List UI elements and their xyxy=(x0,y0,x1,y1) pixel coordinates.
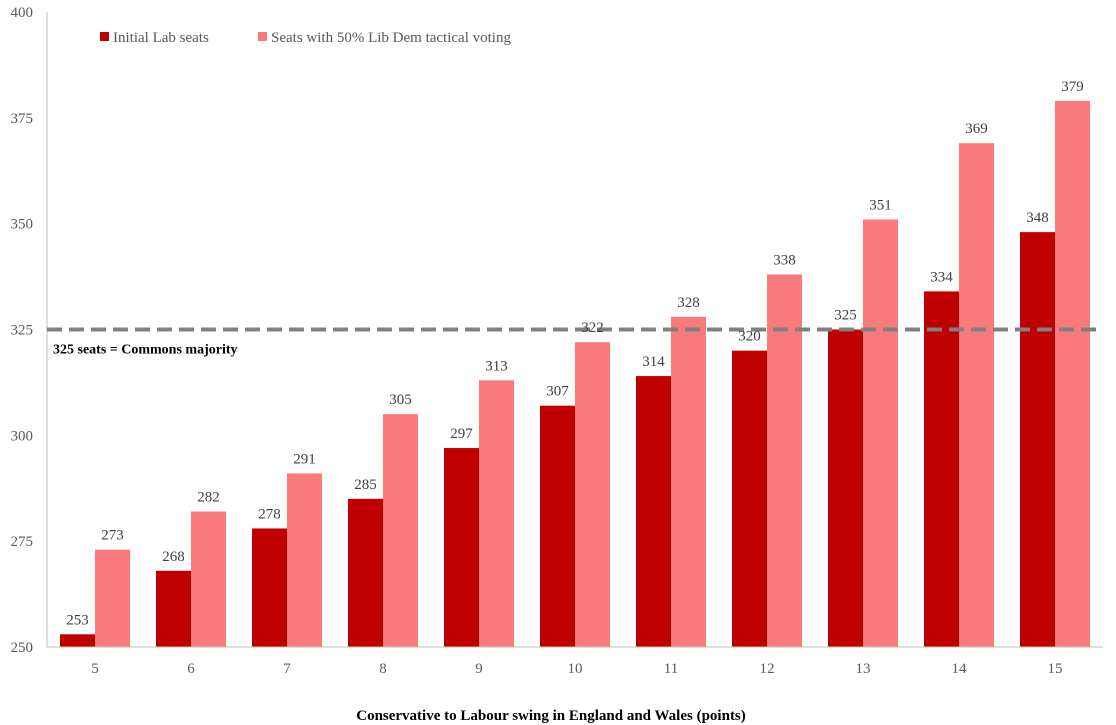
data-label: 307 xyxy=(546,384,569,400)
x-tick-label: 11 xyxy=(664,661,678,677)
data-label: 348 xyxy=(1026,210,1049,226)
bar-initial xyxy=(924,291,959,647)
bar-tactical xyxy=(959,143,994,647)
x-tick-label: 12 xyxy=(760,661,775,677)
y-tick-label: 350 xyxy=(11,217,34,233)
x-tick-label: 10 xyxy=(568,661,583,677)
x-tick-label: 9 xyxy=(475,661,483,677)
legend-label-initial: Initial Lab seats xyxy=(113,30,209,46)
data-label: 334 xyxy=(930,269,953,285)
data-label: 338 xyxy=(773,252,796,268)
bar-initial xyxy=(444,448,479,647)
y-tick-label: 300 xyxy=(11,428,34,444)
y-tick-label: 400 xyxy=(11,5,34,21)
x-tick-label: 7 xyxy=(283,661,291,677)
legend-swatch-tactical xyxy=(258,32,267,41)
y-axis-ticks: 250 275 300 325 350 375 400 xyxy=(11,5,34,656)
data-label: 268 xyxy=(162,549,185,565)
y-tick-label: 275 xyxy=(11,534,34,550)
bar-initial xyxy=(540,405,575,647)
x-tick-label: 15 xyxy=(1048,661,1063,677)
x-tick-label: 5 xyxy=(91,661,99,677)
data-label: 369 xyxy=(965,121,988,137)
bar-tactical xyxy=(191,511,226,647)
data-label: 305 xyxy=(389,392,412,408)
legend: Initial Lab seats Seats with 50% Lib Dem… xyxy=(100,30,511,46)
bar-tactical xyxy=(95,549,130,647)
bar-initial xyxy=(156,570,191,647)
data-label: 328 xyxy=(677,295,700,311)
bar-initial xyxy=(252,528,287,647)
data-label: 351 xyxy=(869,197,892,213)
bar-tactical xyxy=(575,342,610,647)
data-label: 320 xyxy=(738,329,761,345)
data-label: 322 xyxy=(581,320,604,336)
majority-reference-label: 325 seats = Commons majority xyxy=(53,343,238,358)
bar-initial xyxy=(60,634,95,647)
bar-tactical xyxy=(1055,100,1090,647)
data-label: 297 xyxy=(450,426,473,442)
bars xyxy=(60,100,1090,647)
bar-tactical xyxy=(767,274,802,647)
bar-tactical xyxy=(383,414,418,647)
data-label: 379 xyxy=(1061,79,1084,95)
x-tick-label: 8 xyxy=(379,661,387,677)
data-label: 291 xyxy=(293,451,316,467)
x-tick-label: 6 xyxy=(187,661,195,677)
x-axis-title: Conservative to Labour swing in England … xyxy=(356,708,746,724)
data-label: 273 xyxy=(101,528,124,544)
y-tick-label: 375 xyxy=(11,111,34,127)
data-label: 278 xyxy=(258,506,281,522)
data-label: 282 xyxy=(197,490,220,506)
bar-tactical xyxy=(671,316,706,647)
bar-tactical xyxy=(287,473,322,647)
data-label: 325 xyxy=(834,308,857,324)
legend-label-tactical: Seats with 50% Lib Dem tactical voting xyxy=(271,30,511,46)
bar-initial xyxy=(636,376,671,647)
x-tick-label: 14 xyxy=(952,661,968,677)
data-labels: 253 273 268 282 278 291 285 305 297 313 307 322 314 3… xyxy=(66,79,1084,628)
x-tick-label: 13 xyxy=(856,661,871,677)
bar-initial xyxy=(732,350,767,647)
bar-initial xyxy=(348,498,383,647)
bar-initial xyxy=(1020,232,1055,647)
x-axis-ticks: 5 6 7 8 9 10 11 12 13 14 15 xyxy=(91,661,1062,677)
y-tick-label: 325 xyxy=(11,323,34,339)
data-label: 253 xyxy=(66,612,89,628)
bar-initial xyxy=(828,329,863,647)
y-tick-label: 250 xyxy=(11,640,34,656)
data-label: 314 xyxy=(642,354,665,370)
data-label: 285 xyxy=(354,477,377,493)
bar-tactical xyxy=(479,380,514,647)
bar-tactical xyxy=(863,219,898,647)
data-label: 313 xyxy=(485,358,508,374)
legend-swatch-initial xyxy=(100,32,109,41)
